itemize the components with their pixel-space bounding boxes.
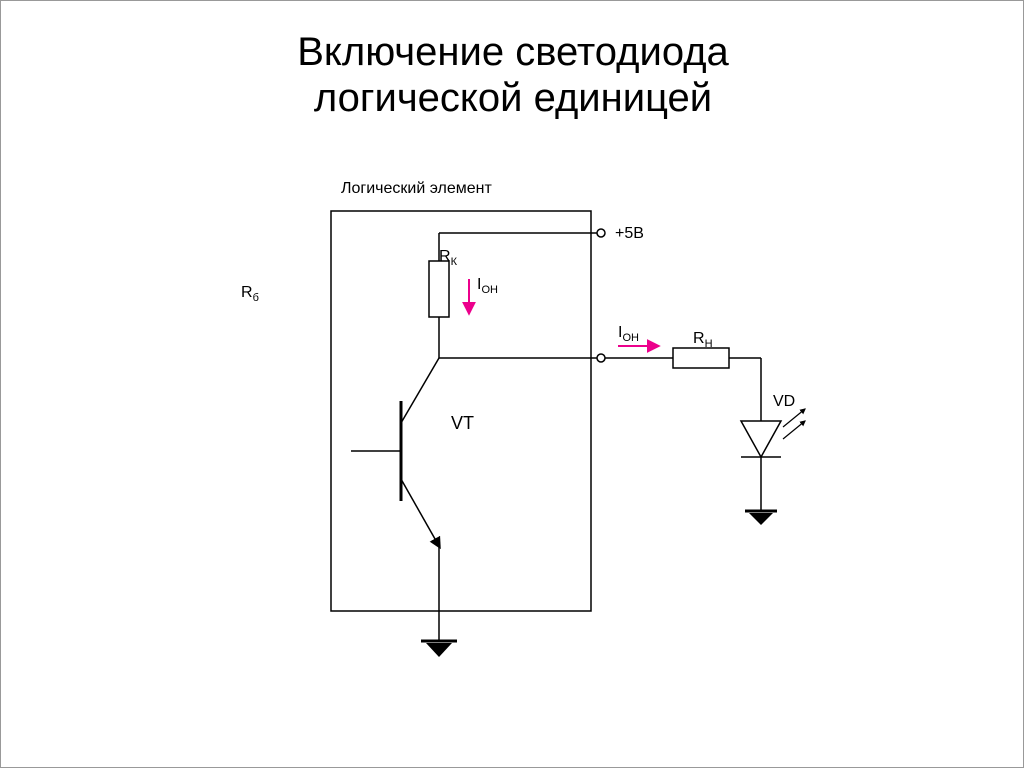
transistor-emitter bbox=[401, 479, 439, 546]
vcc-terminal bbox=[597, 229, 605, 237]
logic-element-label: Логический элемент bbox=[341, 180, 493, 197]
slide-frame: Включение светодиода логической единицей… bbox=[0, 0, 1024, 768]
circuit-diagram: Логический элемент+5ВRКIОНIОНRНVDVTRб bbox=[1, 1, 1024, 769]
rn-label: RН bbox=[693, 330, 713, 350]
emitter-ground-icon bbox=[426, 643, 452, 657]
rb-label: Rб bbox=[241, 284, 259, 304]
ioh2-label: IОН bbox=[618, 324, 639, 344]
led-ground-icon bbox=[749, 513, 773, 525]
resistor-rk bbox=[429, 261, 449, 317]
resistor-rn bbox=[673, 348, 729, 368]
vd-label: VD bbox=[773, 393, 795, 410]
vcc-label: +5В bbox=[615, 225, 644, 242]
ioh1-label: IОН bbox=[477, 276, 498, 296]
vt-label: VT bbox=[451, 413, 474, 433]
logic-element-box bbox=[331, 211, 591, 611]
led-triangle bbox=[741, 421, 781, 457]
output-terminal bbox=[597, 354, 605, 362]
